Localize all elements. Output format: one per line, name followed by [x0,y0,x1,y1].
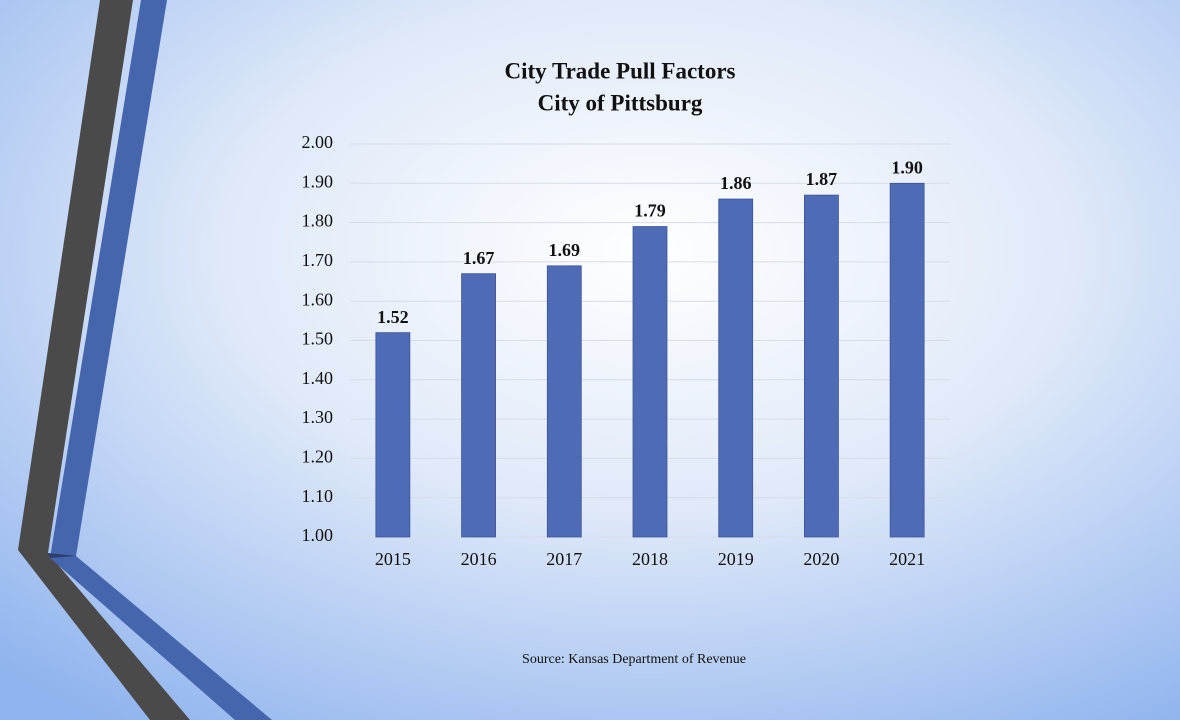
y-tick-label: 1.30 [302,407,334,427]
y-tick-label: 1.40 [302,368,334,388]
y-tick-label: 1.90 [302,171,334,191]
y-tick-label: 1.80 [302,211,334,231]
value-label: 1.90 [891,157,923,177]
decor-stripe [48,553,76,558]
x-tick-label: 2015 [375,549,411,569]
decor-stripe [50,0,272,720]
source-note: Source: Kansas Department of Revenue [522,652,746,667]
value-label: 1.67 [463,248,495,268]
bar [546,265,582,538]
value-label: 1.52 [377,307,409,327]
y-tick-label: 1.20 [302,447,334,467]
bar [804,194,839,538]
bar [718,198,754,538]
x-tick-label: 2016 [461,549,497,569]
y-tick-label: 2.00 [302,132,334,152]
x-tick-label: 2021 [889,549,925,569]
bar [889,182,925,538]
bar [375,332,411,538]
bar [632,226,668,538]
chart-title: City Trade Pull Factors [504,58,735,83]
y-tick-label: 1.70 [302,250,334,270]
value-label: 1.79 [634,201,666,221]
value-label: 1.86 [720,173,752,193]
y-tick-label: 1.50 [302,329,334,349]
y-tick-label: 1.00 [302,525,334,545]
x-tick-label: 2017 [546,549,582,569]
x-tick-label: 2019 [718,549,754,569]
y-tick-label: 1.10 [302,486,334,506]
bar [461,273,496,538]
y-tick-label: 1.60 [302,289,334,309]
value-label: 1.87 [806,169,838,189]
value-label: 1.69 [549,240,581,260]
x-tick-label: 2020 [803,549,839,569]
x-tick-label: 2018 [632,549,668,569]
decor-stripe [18,0,190,720]
chart-subtitle: City of Pittsburg [538,90,703,115]
